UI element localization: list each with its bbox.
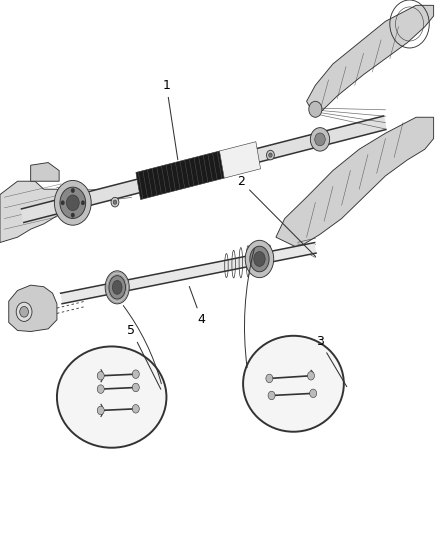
Circle shape xyxy=(71,213,74,217)
Polygon shape xyxy=(307,5,434,117)
Text: 1: 1 xyxy=(162,79,178,160)
Ellipse shape xyxy=(250,246,269,272)
Ellipse shape xyxy=(245,240,274,278)
Polygon shape xyxy=(31,163,59,181)
Ellipse shape xyxy=(57,346,166,448)
Circle shape xyxy=(111,197,119,207)
Polygon shape xyxy=(276,117,434,248)
Circle shape xyxy=(61,201,64,205)
Circle shape xyxy=(268,153,272,157)
Circle shape xyxy=(310,389,317,398)
Circle shape xyxy=(81,201,85,205)
Circle shape xyxy=(309,101,322,117)
Circle shape xyxy=(97,406,104,415)
Circle shape xyxy=(315,133,325,146)
Polygon shape xyxy=(219,142,261,178)
Circle shape xyxy=(16,302,32,321)
Circle shape xyxy=(266,150,274,160)
Circle shape xyxy=(20,306,28,317)
Text: 5: 5 xyxy=(127,324,161,389)
Circle shape xyxy=(132,383,139,392)
Text: 4: 4 xyxy=(189,286,205,326)
Polygon shape xyxy=(136,151,224,199)
Ellipse shape xyxy=(243,336,344,432)
Circle shape xyxy=(54,180,91,225)
Circle shape xyxy=(307,372,314,380)
Circle shape xyxy=(67,195,79,211)
Ellipse shape xyxy=(254,252,265,266)
Circle shape xyxy=(132,405,139,413)
Circle shape xyxy=(268,391,275,400)
Ellipse shape xyxy=(109,276,126,299)
Circle shape xyxy=(132,370,139,378)
Polygon shape xyxy=(60,243,316,304)
Circle shape xyxy=(97,372,104,380)
Polygon shape xyxy=(0,181,68,243)
Circle shape xyxy=(71,188,74,192)
Text: 3: 3 xyxy=(316,335,347,387)
Polygon shape xyxy=(9,285,57,332)
Polygon shape xyxy=(21,116,387,223)
Ellipse shape xyxy=(113,280,122,294)
Ellipse shape xyxy=(105,271,129,304)
Circle shape xyxy=(60,187,86,219)
Circle shape xyxy=(311,128,330,151)
Circle shape xyxy=(113,200,117,204)
Circle shape xyxy=(266,374,273,383)
Circle shape xyxy=(97,385,104,393)
Text: 2: 2 xyxy=(237,175,316,256)
